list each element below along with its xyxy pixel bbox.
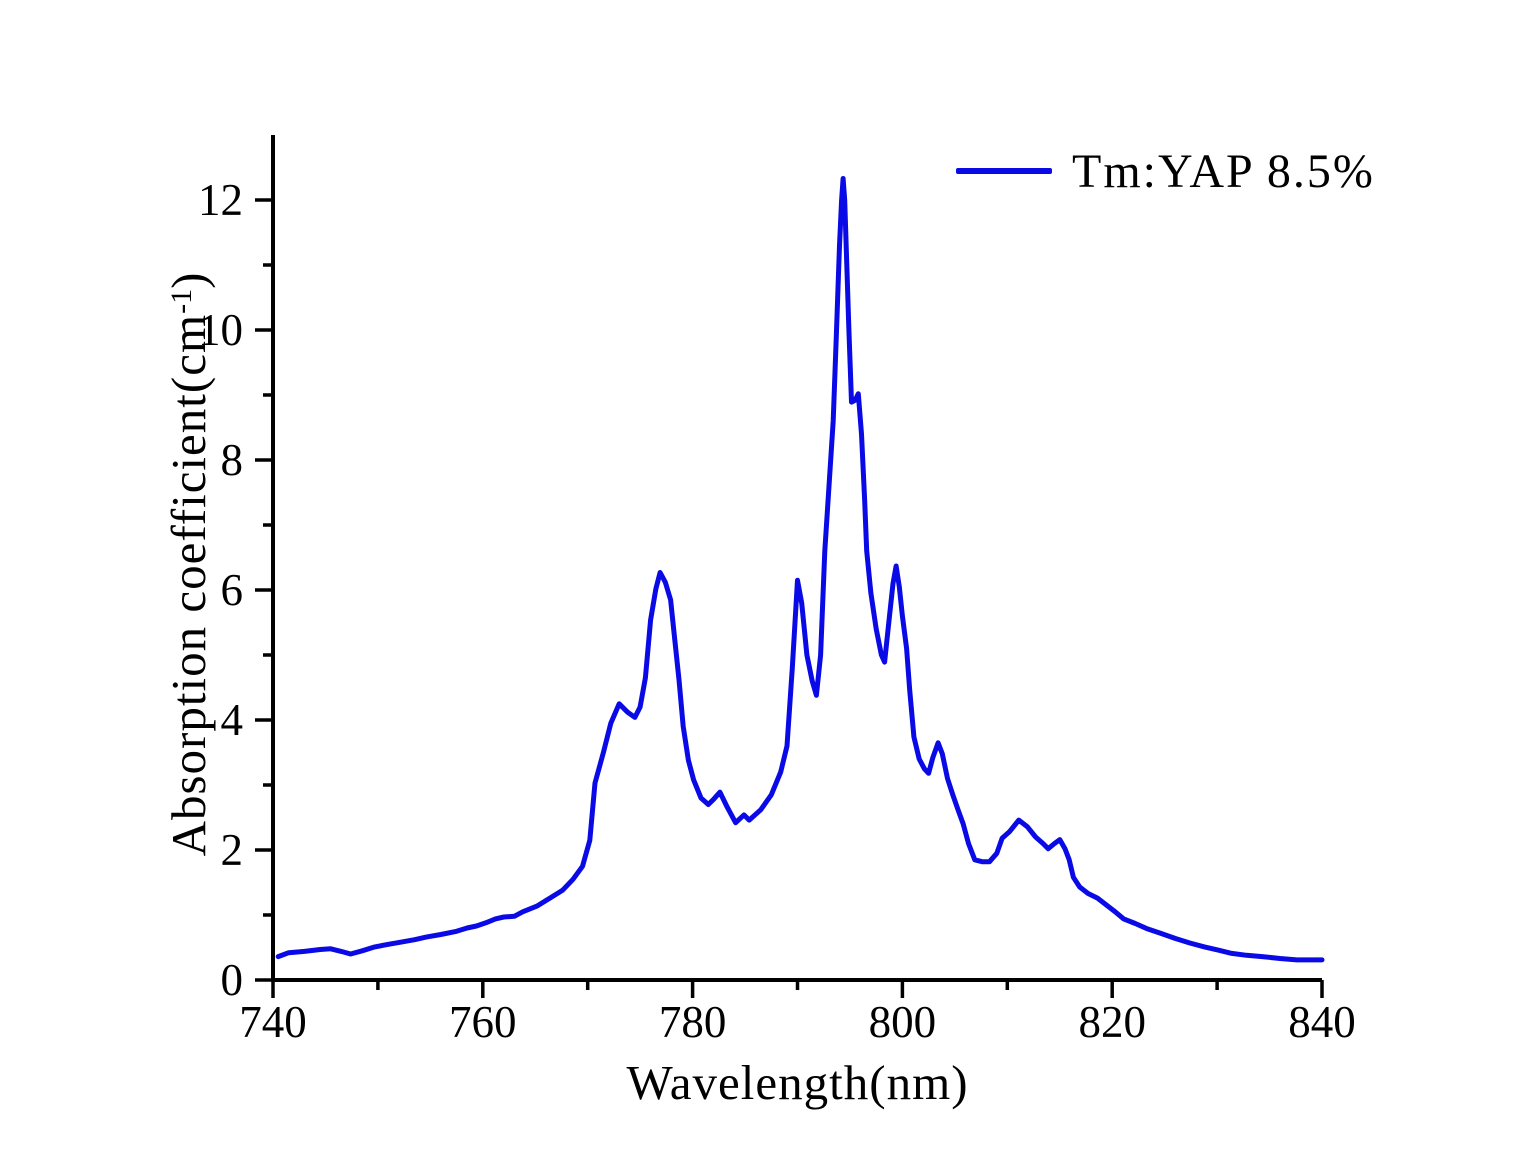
x-tick-label: 740 [239,997,307,1047]
legend-line-sample [956,168,1052,174]
y-axis-title: Absorption coefficient(cm-1) [151,114,216,1014]
y-axis-title-superscript: -1 [165,288,198,314]
y-tick-label: 10 [198,305,243,355]
y-tick-label: 4 [221,695,244,745]
x-tick-label: 820 [1078,997,1146,1047]
series-line-tm-yap [275,176,1325,963]
x-axis-title: Wavelength(nm) [273,1054,1322,1111]
x-tick-label: 780 [659,997,727,1047]
y-axis-title-text: Absorption coefficient(cm [161,313,216,857]
legend: Tm:YAP 8.5% [956,142,1375,200]
y-tick-label: 6 [221,565,244,615]
y-tick-label: 0 [221,955,244,1005]
legend-label: Tm:YAP 8.5% [1072,144,1375,198]
y-tick-label: 12 [198,175,243,225]
y-tick-label: 2 [221,825,244,875]
y-axis-title-close: ) [161,271,216,289]
x-axis-title-text: Wavelength(nm) [626,1055,969,1110]
x-tick-label: 800 [869,997,937,1047]
y-tick-label: 8 [221,435,244,485]
x-tick-label: 760 [449,997,517,1047]
x-tick-label: 840 [1288,997,1356,1047]
axis-spines [271,135,1322,982]
